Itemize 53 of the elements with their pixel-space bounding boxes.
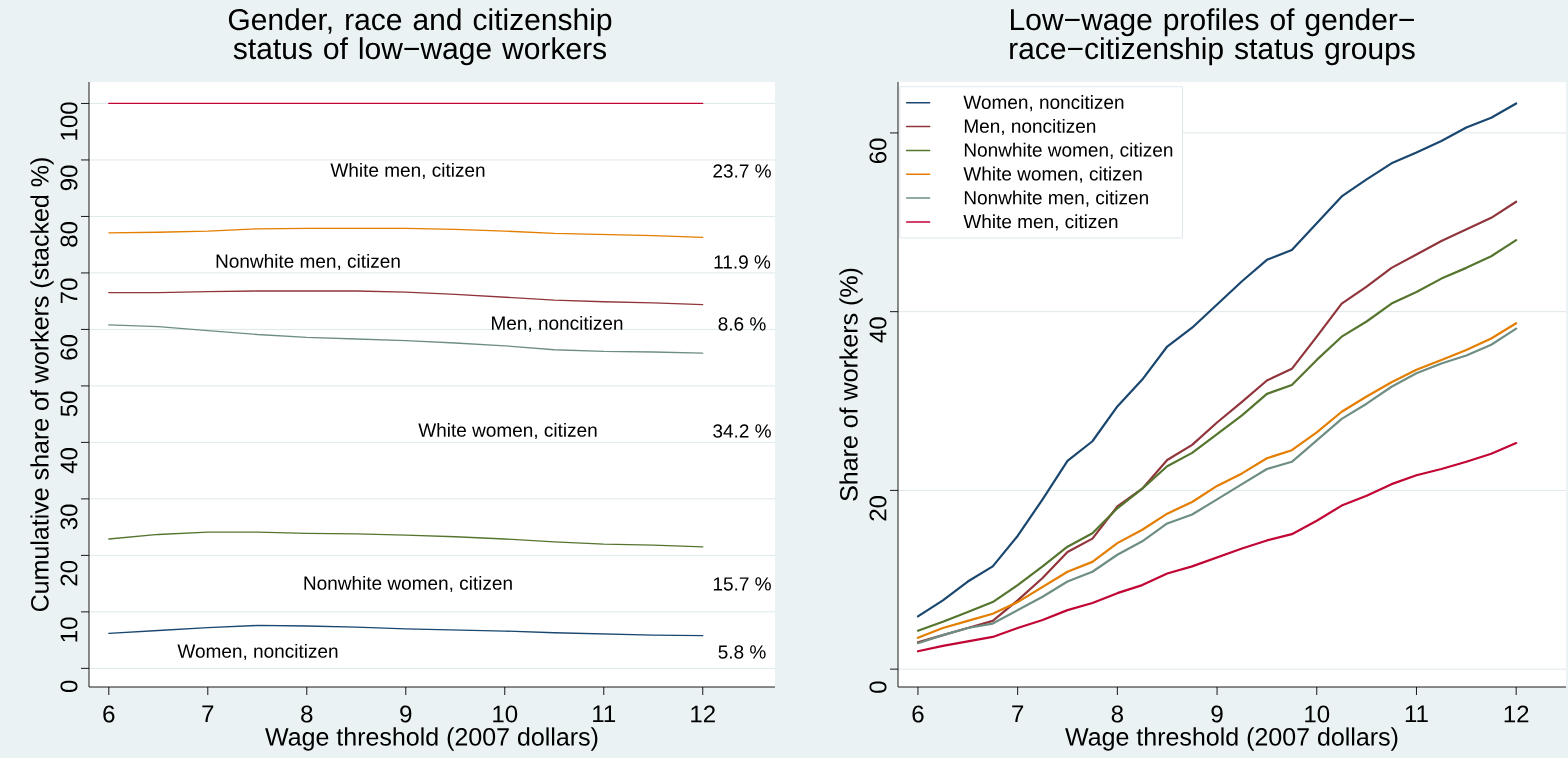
annotation: 5.8 % [718,645,766,659]
y-tick-label: 60 [60,335,78,360]
x-tick-label: 7 [1012,705,1024,723]
y-tick-label: 70 [60,278,78,304]
y-tick-label: 20 [869,495,887,521]
x-tick-label: 7 [202,705,214,723]
legend-label: Nonwhite men, citizen [964,190,1148,207]
x-tick-label: 6 [912,705,924,723]
legend-label: White women, citizen [963,166,1142,183]
x-tick-label: 9 [1211,705,1223,723]
y-tick-label: 20 [60,560,78,586]
annotation: 23.7 % [713,164,771,178]
legend-label: Men, noncitizen [964,118,1096,136]
x-tick-label: 9 [400,705,412,723]
annotation: White women, citizen [418,422,597,440]
annotation: Women, noncitizen [177,643,338,661]
x-tick-label: 8 [1111,705,1123,723]
x-tick-label: 11 [593,705,616,723]
x-tick-label: 12 [1504,705,1529,723]
y-tick-label: 50 [60,391,78,417]
x-tick-label: 6 [103,705,115,723]
y-axis-title: Share of workers (%) [839,268,863,501]
y-tick-label: 60 [869,138,887,164]
annotation: 34.2 % [713,424,771,438]
y-tick-label: 40 [869,317,887,343]
x-tick-label: 11 [1405,705,1428,723]
y-tick-label: 80 [60,222,78,247]
legend-label: Nonwhite women, citizen [964,142,1173,159]
legend-label: White men, citizen [963,214,1118,231]
x-tick-label: 8 [301,705,313,723]
annotation: Nonwhite women, citizen [304,575,512,593]
y-axis-title: Cumulative share of workers (stacked %) [30,158,54,612]
x-axis-title: Wage threshold (2007 dollars) [265,727,598,751]
y-tick-label: 0 [869,681,887,693]
annotation: 11.9 % [714,255,771,269]
annotation: 8.6 % [718,317,766,331]
y-tick-label: 30 [60,504,78,530]
x-tick-label: 10 [1305,705,1330,723]
x-tick-label: 12 [691,705,715,723]
legend-label: Women, noncitizen [963,95,1124,112]
y-tick-label: 0 [60,680,78,693]
y-tick-label: 100 [60,102,78,140]
y-tick-label: 90 [60,165,78,191]
x-tick-label: 10 [493,705,518,723]
y-tick-label: 10 [60,617,78,642]
chart-title: Low−wage profiles of gender−race−citizenship status groups [1010,8,1415,66]
x-axis-title: Wage threshold (2007 dollars) [1065,727,1398,751]
annotation: Men, noncitizen [492,315,623,333]
annotation: 15.7 % [713,577,771,591]
annotation: White men, citizen [330,162,485,180]
annotation: Nonwhite men, citizen [216,253,400,271]
y-tick-label: 40 [60,448,78,474]
chart-title: Gender, race and citizenship status of low−wage workers [228,8,612,66]
